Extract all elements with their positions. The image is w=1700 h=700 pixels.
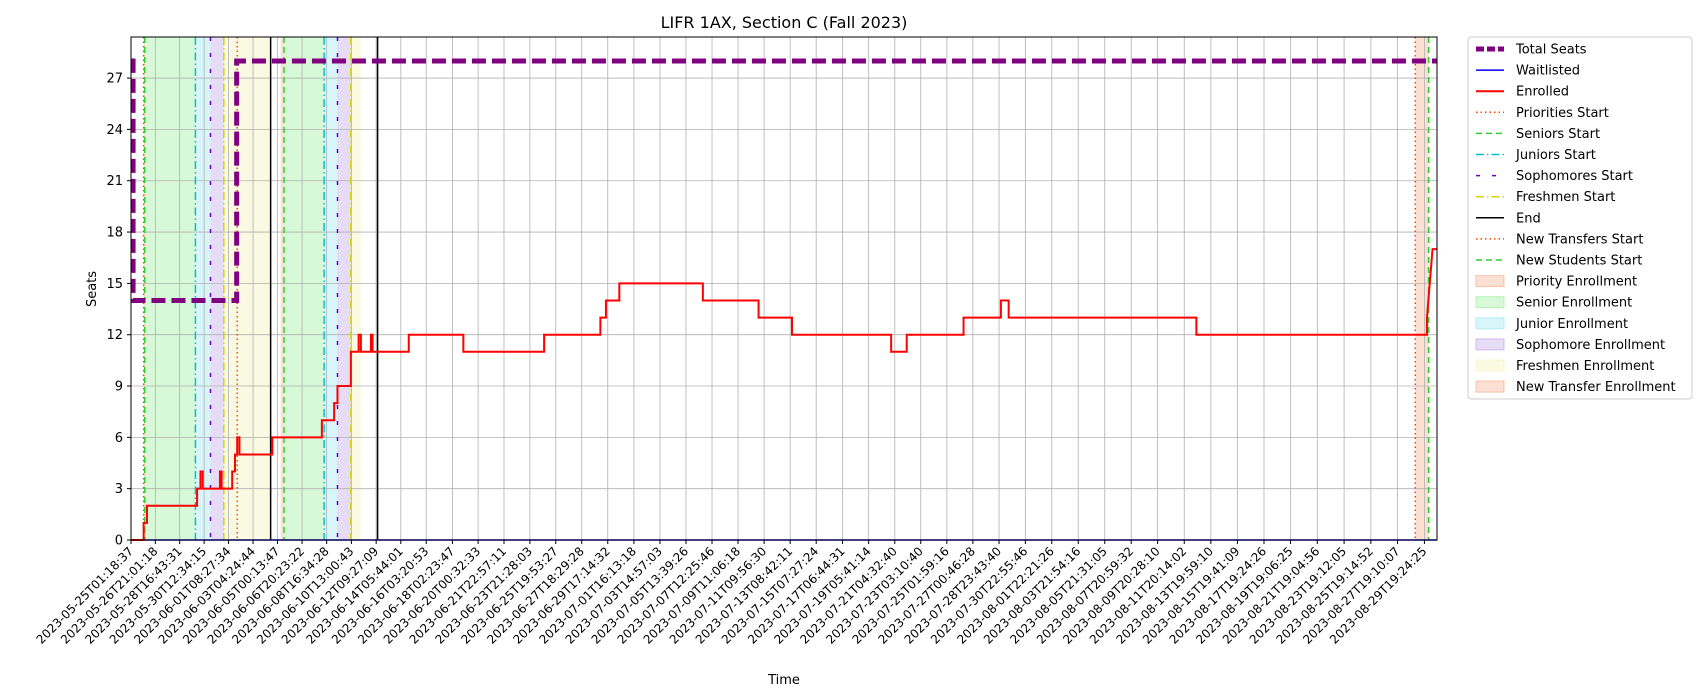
legend-swatch-senior-enrollment <box>1475 296 1505 309</box>
y-tick-label: 0 <box>115 534 123 549</box>
y-tick-label: 27 <box>106 72 123 87</box>
legend: Total Seats Waitlisted Enrolled Priorities … <box>1467 36 1693 400</box>
region-sophomore-enrollment <box>210 37 224 540</box>
region-sophomore-enrollment <box>337 37 351 540</box>
legend-label-freshmen-enrollment: Freshmen Enrollment <box>1516 359 1654 374</box>
y-tick-label: 24 <box>106 123 123 138</box>
y-tick-label: 9 <box>115 380 123 395</box>
y-ticks: 0 3 6 9 12 15 18 21 24 27 <box>106 72 131 549</box>
legend-label-senior-enrollment: Senior Enrollment <box>1516 296 1632 311</box>
y-tick-label: 18 <box>106 226 123 241</box>
legend-label-new-transfer-enrollment: New Transfer Enrollment <box>1516 380 1676 395</box>
x-ticks: 2023-05-25T01:18:372023-05-26T21:01:1820… <box>34 540 1430 647</box>
legend-label-enrolled: Enrolled <box>1516 85 1569 100</box>
legend-label-total-seats: Total Seats <box>1515 43 1587 58</box>
region-senior-enrollment <box>284 37 325 540</box>
legend-label-junior-enrollment: Junior Enrollment <box>1515 317 1628 332</box>
legend-swatch-sophomore-enrollment <box>1475 338 1505 351</box>
series-total-seats <box>130 58 1437 303</box>
legend-swatch-freshmen-enrollment <box>1475 359 1505 372</box>
plot-frame <box>130 36 1438 541</box>
legend-label-juniors-start: Juniors Start <box>1515 148 1596 163</box>
region-senior-enrollment <box>144 37 196 540</box>
region-new-transfer-enrollment <box>1415 37 1429 540</box>
legend-label-end: End <box>1516 211 1541 226</box>
legend-label-sophomores-start: Sophomores Start <box>1516 169 1633 184</box>
legend-box <box>1467 36 1693 400</box>
x-axis-label: Time <box>767 673 800 688</box>
legend-label-priorities-start: Priorities Start <box>1516 106 1609 121</box>
series-enrolled <box>131 248 1437 541</box>
grid <box>130 37 1437 541</box>
legend-label-new-students-start: New Students Start <box>1516 254 1642 269</box>
chart-title: LIFR 1AX, Section C (Fall 2023) <box>661 13 908 32</box>
y-tick-label: 6 <box>115 431 123 446</box>
axes <box>130 36 1438 541</box>
phase-markers <box>142 37 1430 540</box>
legend-label-freshmen-start: Freshmen Start <box>1516 190 1615 205</box>
y-axis-label: Seats <box>85 271 100 307</box>
legend-label-new-transfers-start: New Transfers Start <box>1516 232 1643 247</box>
legend-swatch-junior-enrollment <box>1475 317 1505 330</box>
enrollment-regions <box>143 37 1429 540</box>
region-junior-enrollment <box>324 37 338 540</box>
y-tick-label: 3 <box>115 482 123 497</box>
region-freshmen-enrollment <box>223 37 271 540</box>
y-tick-label: 21 <box>106 174 123 189</box>
legend-label-waitlisted: Waitlisted <box>1516 64 1580 79</box>
legend-label-sophomore-enrollment: Sophomore Enrollment <box>1516 338 1665 353</box>
legend-label-seniors-start: Seniors Start <box>1516 127 1600 142</box>
y-tick-label: 12 <box>106 328 123 343</box>
legend-label-priority-enrollment: Priority Enrollment <box>1516 275 1637 290</box>
region-junior-enrollment <box>195 37 211 540</box>
legend-swatch-new-transfer-enrollment <box>1475 380 1505 393</box>
region-priority-enrollment <box>280 37 285 540</box>
y-tick-label: 15 <box>106 277 123 292</box>
legend-swatch-priority-enrollment <box>1475 275 1505 288</box>
region-freshmen-enrollment <box>350 37 361 540</box>
